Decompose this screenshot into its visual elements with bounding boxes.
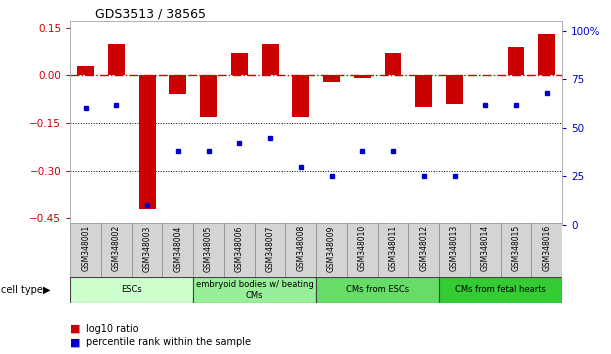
Bar (439, 223, 470, 278)
Text: percentile rank within the sample: percentile rank within the sample (86, 337, 251, 347)
Text: embryoid bodies w/ beating
CMs: embryoid bodies w/ beating CMs (196, 280, 313, 299)
Bar (70, 277, 193, 303)
Bar (77, 66, 94, 75)
Bar (163, 223, 193, 278)
Bar (193, 277, 316, 303)
Bar (132, 223, 163, 278)
Bar (408, 223, 439, 278)
Bar (224, 223, 255, 278)
Bar (415, 75, 432, 107)
Text: GSM348005: GSM348005 (204, 225, 213, 272)
Text: GSM348014: GSM348014 (481, 225, 490, 272)
Bar (108, 44, 125, 75)
Text: GSM348007: GSM348007 (266, 225, 274, 272)
Text: CMs from fetal hearts: CMs from fetal hearts (455, 285, 546, 295)
Text: GSM348010: GSM348010 (358, 225, 367, 272)
Text: GSM348016: GSM348016 (542, 225, 551, 272)
Bar (354, 75, 371, 79)
Bar (384, 53, 401, 75)
Text: ESCs: ESCs (122, 285, 142, 295)
Text: ■: ■ (70, 324, 81, 333)
Bar (293, 75, 309, 117)
Text: GSM348002: GSM348002 (112, 225, 121, 272)
Text: CMs from ESCs: CMs from ESCs (346, 285, 409, 295)
Bar (538, 34, 555, 75)
Bar (316, 277, 439, 303)
Text: GSM348009: GSM348009 (327, 225, 336, 272)
Text: GSM348012: GSM348012 (419, 225, 428, 271)
Bar (532, 223, 562, 278)
Text: GSM348001: GSM348001 (81, 225, 90, 272)
Text: GSM348013: GSM348013 (450, 225, 459, 272)
Text: GSM348003: GSM348003 (142, 225, 152, 272)
Text: ▶: ▶ (43, 285, 50, 295)
Text: GSM348011: GSM348011 (389, 225, 398, 271)
Bar (439, 277, 562, 303)
Text: GSM348015: GSM348015 (511, 225, 521, 272)
Bar (285, 223, 316, 278)
Text: ■: ■ (70, 337, 81, 347)
Text: GDS3513 / 38565: GDS3513 / 38565 (95, 7, 206, 20)
Text: log10 ratio: log10 ratio (86, 324, 138, 333)
Bar (378, 223, 408, 278)
Bar (470, 223, 500, 278)
Bar (255, 223, 285, 278)
Text: GSM348004: GSM348004 (174, 225, 182, 272)
Bar (139, 75, 156, 209)
Bar (316, 223, 347, 278)
Bar (101, 223, 132, 278)
Bar (347, 223, 378, 278)
Bar (323, 75, 340, 82)
Bar (446, 75, 463, 104)
Bar (500, 223, 532, 278)
Text: GSM348008: GSM348008 (296, 225, 306, 272)
Text: cell type: cell type (1, 285, 43, 295)
Text: GSM348006: GSM348006 (235, 225, 244, 272)
Bar (70, 223, 101, 278)
Bar (200, 75, 217, 117)
Bar (169, 75, 186, 95)
Bar (231, 53, 248, 75)
Bar (508, 47, 524, 75)
Bar (262, 44, 279, 75)
Bar (193, 223, 224, 278)
